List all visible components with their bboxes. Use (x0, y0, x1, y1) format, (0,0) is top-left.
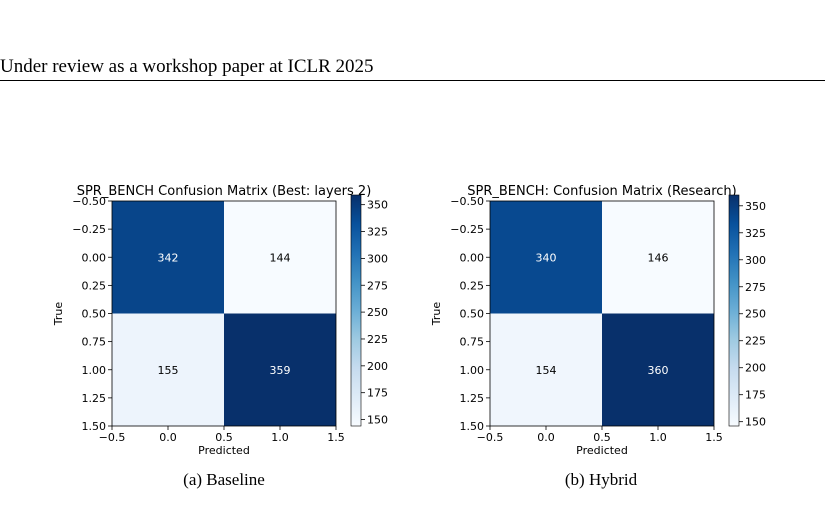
header-rule (0, 80, 825, 81)
y-tick-label: 1.00 (82, 364, 107, 377)
y-tick-label: 0.75 (82, 336, 107, 349)
colorbar-tick-label: 225 (367, 333, 388, 346)
y-tick-label: 1.00 (460, 364, 485, 377)
chart-title: SPR_BENCH: Confusion Matrix (Research) (467, 184, 736, 199)
colorbar-tick-label: 275 (745, 281, 766, 294)
colorbar-tick-label: 225 (745, 335, 766, 348)
heatmap-cell (224, 313, 336, 426)
cell-value-label: 155 (158, 364, 179, 377)
confusion-matrix-chart-baseline: SPR_BENCH Confusion Matrix (Best: layers… (52, 184, 388, 457)
y-tick-label: −0.50 (72, 195, 106, 208)
colorbar-tick-label: 200 (745, 362, 766, 375)
colorbar-tick-label: 300 (745, 254, 766, 267)
x-tick-label: 1.0 (271, 431, 289, 444)
y-tick-label: 1.25 (460, 392, 485, 405)
colorbar-tick-label: 350 (745, 200, 766, 213)
cell-value-label: 146 (648, 251, 669, 264)
y-axis-label: True (430, 302, 443, 327)
colorbar (728, 194, 740, 427)
subcaption-baseline: (a) Baseline (183, 470, 265, 489)
colorbar (350, 194, 362, 427)
cell-value-label: 360 (648, 364, 669, 377)
heatmap-cell (490, 313, 602, 426)
colorbar-tick-label: 300 (367, 252, 388, 265)
subcaption-hybrid: (b) Hybrid (564, 470, 638, 489)
colorbar-tick-label: 350 (367, 199, 388, 212)
cell-value-label: 359 (270, 364, 291, 377)
colorbar-tick-label: 175 (745, 389, 766, 402)
figure-baseline: SPR_BENCH Confusion Matrix (Best: layers… (40, 180, 400, 460)
y-tick-label: −0.25 (72, 223, 106, 236)
y-tick-label: −0.25 (450, 223, 484, 236)
figure-hybrid: SPR_BENCH: Confusion Matrix (Research) 34… (418, 180, 778, 460)
colorbar-tick-label: 150 (367, 414, 388, 427)
x-tick-label: 0.5 (215, 431, 233, 444)
y-tick-label: −0.50 (450, 195, 484, 208)
colorbar-tick-label: 200 (367, 360, 388, 373)
colorbar-tick-label: 250 (745, 308, 766, 321)
confusion-matrix-chart-hybrid: SPR_BENCH: Confusion Matrix (Research) 34… (430, 184, 766, 457)
heatmap-cell (602, 201, 714, 314)
chart-title: SPR_BENCH Confusion Matrix (Best: layers… (77, 184, 372, 199)
x-tick-label: 1.5 (327, 431, 345, 444)
x-tick-label: 0.0 (159, 431, 177, 444)
heatmap-cell (224, 201, 336, 314)
x-tick-label: −0.5 (99, 431, 126, 444)
running-header: Under review as a workshop paper at ICLR… (0, 56, 374, 77)
heatmap-cell (602, 313, 714, 426)
heatmap-cell (112, 313, 224, 426)
x-tick-label: 1.5 (705, 431, 723, 444)
cell-value-label: 340 (536, 251, 557, 264)
colorbar-tick-label: 325 (745, 227, 766, 240)
y-tick-label: 0.25 (460, 279, 485, 292)
x-tick-label: 0.5 (593, 431, 611, 444)
colorbar-tick-label: 275 (367, 279, 388, 292)
colorbar-tick-label: 175 (367, 387, 388, 400)
y-tick-label: 0.00 (82, 251, 107, 264)
x-axis-label: Predicted (198, 444, 250, 457)
heatmap-cell (112, 201, 224, 314)
y-tick-label: 0.25 (82, 279, 107, 292)
x-axis-label: Predicted (576, 444, 628, 457)
y-tick-label: 1.50 (460, 420, 485, 433)
colorbar-tick-label: 250 (367, 306, 388, 319)
y-tick-label: 1.50 (82, 420, 107, 433)
heatmap-cell (490, 201, 602, 314)
x-tick-label: 1.0 (649, 431, 667, 444)
y-tick-label: 0.50 (82, 308, 107, 321)
cell-value-label: 154 (536, 364, 557, 377)
y-tick-label: 0.00 (460, 251, 485, 264)
colorbar-tick-label: 150 (745, 416, 766, 429)
colorbar-tick-label: 325 (367, 226, 388, 239)
cell-value-label: 342 (158, 251, 179, 264)
y-axis-label: True (52, 302, 65, 327)
y-tick-label: 1.25 (82, 392, 107, 405)
x-tick-label: −0.5 (477, 431, 504, 444)
y-tick-label: 0.50 (460, 308, 485, 321)
x-tick-label: 0.0 (537, 431, 555, 444)
cell-value-label: 144 (270, 251, 291, 264)
y-tick-label: 0.75 (460, 336, 485, 349)
